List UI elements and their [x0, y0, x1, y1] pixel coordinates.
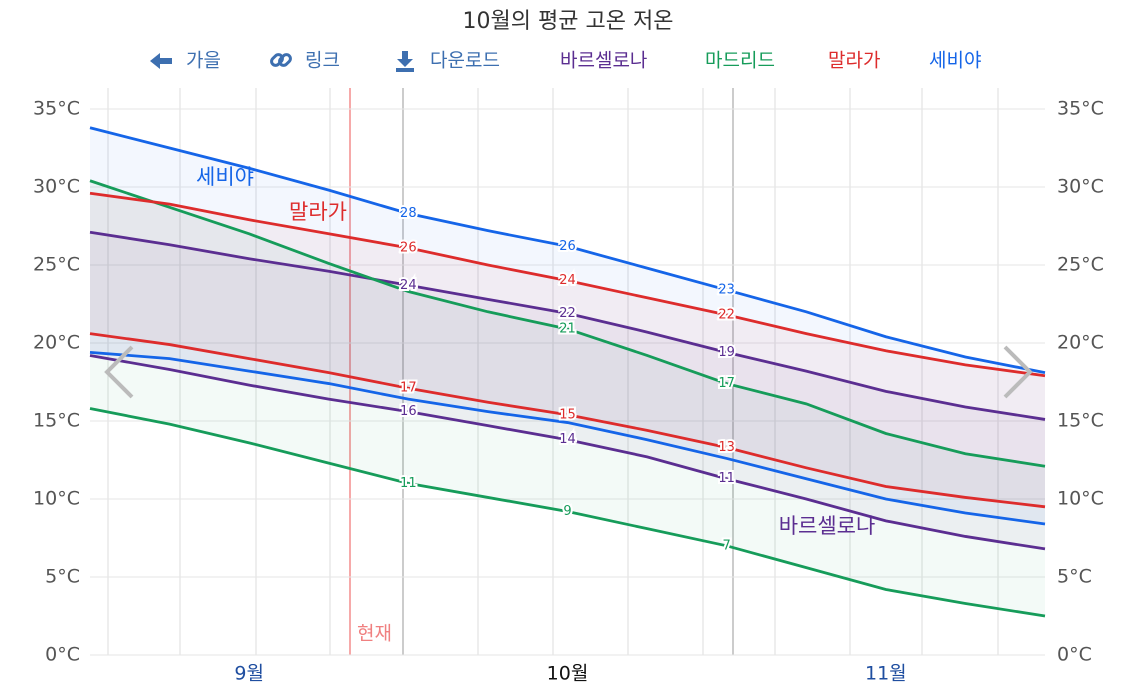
season-button[interactable]: 가을	[186, 50, 221, 72]
range-band	[90, 180, 1045, 616]
value-label: 9	[563, 504, 571, 519]
legend-entry[interactable]: 말라가	[828, 50, 880, 72]
y-tick-label: 25°C	[33, 254, 80, 276]
y-tick-label: 20°C	[33, 332, 80, 354]
y-tick-label: 35°C	[33, 98, 80, 120]
value-label: 22	[559, 306, 576, 321]
legend-entry[interactable]: 세비야	[929, 50, 981, 72]
next-button[interactable]	[1003, 345, 1033, 399]
series-label: 말라가	[289, 200, 347, 224]
series-label: 세비야	[196, 165, 254, 189]
low-line	[89, 350, 1046, 526]
low-line	[89, 354, 1046, 551]
x-tick-label: 9월	[234, 663, 264, 685]
value-label: 21	[559, 321, 576, 336]
download-icon[interactable]	[396, 51, 414, 72]
value-label: 23	[718, 282, 735, 297]
back-icon[interactable]	[150, 53, 172, 69]
legend-entry[interactable]: 바르셀로나	[560, 50, 647, 72]
y2-tick-label: 20°C	[1057, 332, 1104, 354]
value-label: 26	[559, 239, 576, 254]
low-line	[89, 332, 1046, 509]
x-tick-label: 10월	[547, 663, 589, 685]
range-band	[90, 232, 1045, 549]
y2-tick-label: 25°C	[1057, 254, 1104, 276]
high-line	[89, 191, 1046, 378]
value-label: 14	[559, 432, 576, 447]
value-label: 17	[718, 376, 735, 391]
y-tick-label: 15°C	[33, 410, 80, 432]
prev-button[interactable]	[104, 345, 134, 399]
value-label: 11	[400, 476, 417, 491]
high-line	[89, 179, 1046, 468]
x-tick-label: 11월	[865, 663, 907, 685]
value-label: 7	[723, 538, 731, 553]
value-label: 24	[400, 278, 417, 293]
y2-tick-label: 35°C	[1057, 98, 1104, 120]
value-label: 13	[718, 440, 735, 455]
high-line	[89, 126, 1046, 375]
link-button[interactable]: 링크	[305, 50, 340, 72]
value-label: 19	[718, 345, 735, 360]
low-line	[89, 407, 1046, 618]
y-tick-label: 5°C	[45, 566, 80, 588]
value-label: 22	[718, 307, 735, 322]
series-label: 바르셀로나	[779, 514, 876, 538]
y-tick-label: 10°C	[33, 488, 80, 510]
y2-tick-label: 30°C	[1057, 176, 1104, 198]
y-tick-label: 30°C	[33, 176, 80, 198]
high-line	[89, 230, 1046, 421]
value-label: 28	[400, 206, 417, 221]
now-label: 현재	[357, 623, 392, 645]
y2-tick-label: 5°C	[1057, 566, 1092, 588]
value-label: 24	[559, 273, 576, 288]
value-label: 26	[400, 240, 417, 255]
y-tick-label: 0°C	[45, 644, 80, 666]
range-band	[90, 127, 1045, 524]
y2-tick-label: 10°C	[1057, 488, 1104, 510]
chart-title: 10월의 평균 고온 저온	[463, 9, 674, 34]
value-label: 15	[559, 407, 576, 422]
value-label: 11	[718, 471, 735, 486]
legend-entry[interactable]: 마드리드	[705, 50, 775, 72]
y2-tick-label: 15°C	[1057, 410, 1104, 432]
toolbar[interactable]: 가을 링크 다운로드	[150, 50, 500, 73]
link-icon[interactable]	[270, 53, 292, 67]
download-button[interactable]: 다운로드	[430, 50, 500, 72]
y2-tick-label: 0°C	[1057, 644, 1092, 666]
value-label: 16	[400, 404, 417, 419]
value-label: 17	[400, 381, 417, 396]
